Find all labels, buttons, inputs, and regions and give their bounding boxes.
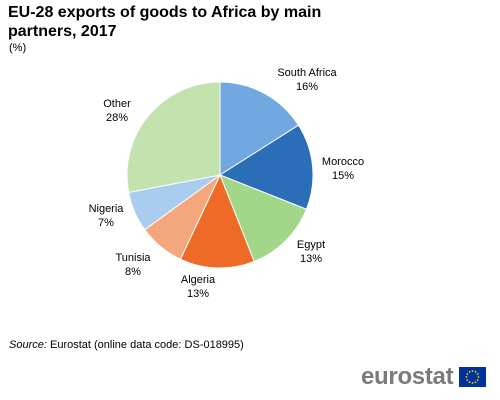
slice-value-label: 13% — [300, 253, 322, 265]
pie-slice-egypt — [219, 174, 308, 263]
source-text: Eurostat (online data code: DS-018995) — [49, 339, 244, 351]
slice-label: Algeria — [181, 274, 216, 286]
slice-label: Nigeria — [89, 203, 125, 215]
chart-unit: (%) — [9, 42, 27, 54]
logo-text: eurostat — [361, 363, 454, 390]
pie-slice-algeria — [179, 173, 255, 269]
pie-slice-morocco — [218, 124, 314, 210]
slice-value-label: 28% — [106, 112, 128, 124]
slice-value-label: 15% — [332, 170, 354, 182]
slice-label: Tunisia — [115, 252, 151, 264]
chart-title: EU-28 exports of goods to Africa by main… — [8, 4, 322, 40]
eurostat-logo: eurostat — [361, 363, 487, 391]
source-note: Source: Eurostat (online data code: DS-0… — [9, 339, 244, 351]
slice-label: Other — [103, 98, 131, 110]
slice-value-label: 13% — [187, 288, 209, 300]
slice-value-label: 7% — [98, 217, 114, 229]
pie-slice-south-africa — [219, 81, 300, 176]
slice-label: Morocco — [322, 156, 364, 168]
pie-slice-other — [126, 81, 221, 194]
slice-value-label: 8% — [125, 266, 141, 278]
source-label: Source: — [9, 339, 47, 351]
slice-label: South Africa — [277, 67, 337, 79]
slice-value-label: 16% — [296, 81, 318, 93]
eu-flag-icon — [459, 367, 487, 387]
slice-label: Egypt — [297, 239, 325, 251]
